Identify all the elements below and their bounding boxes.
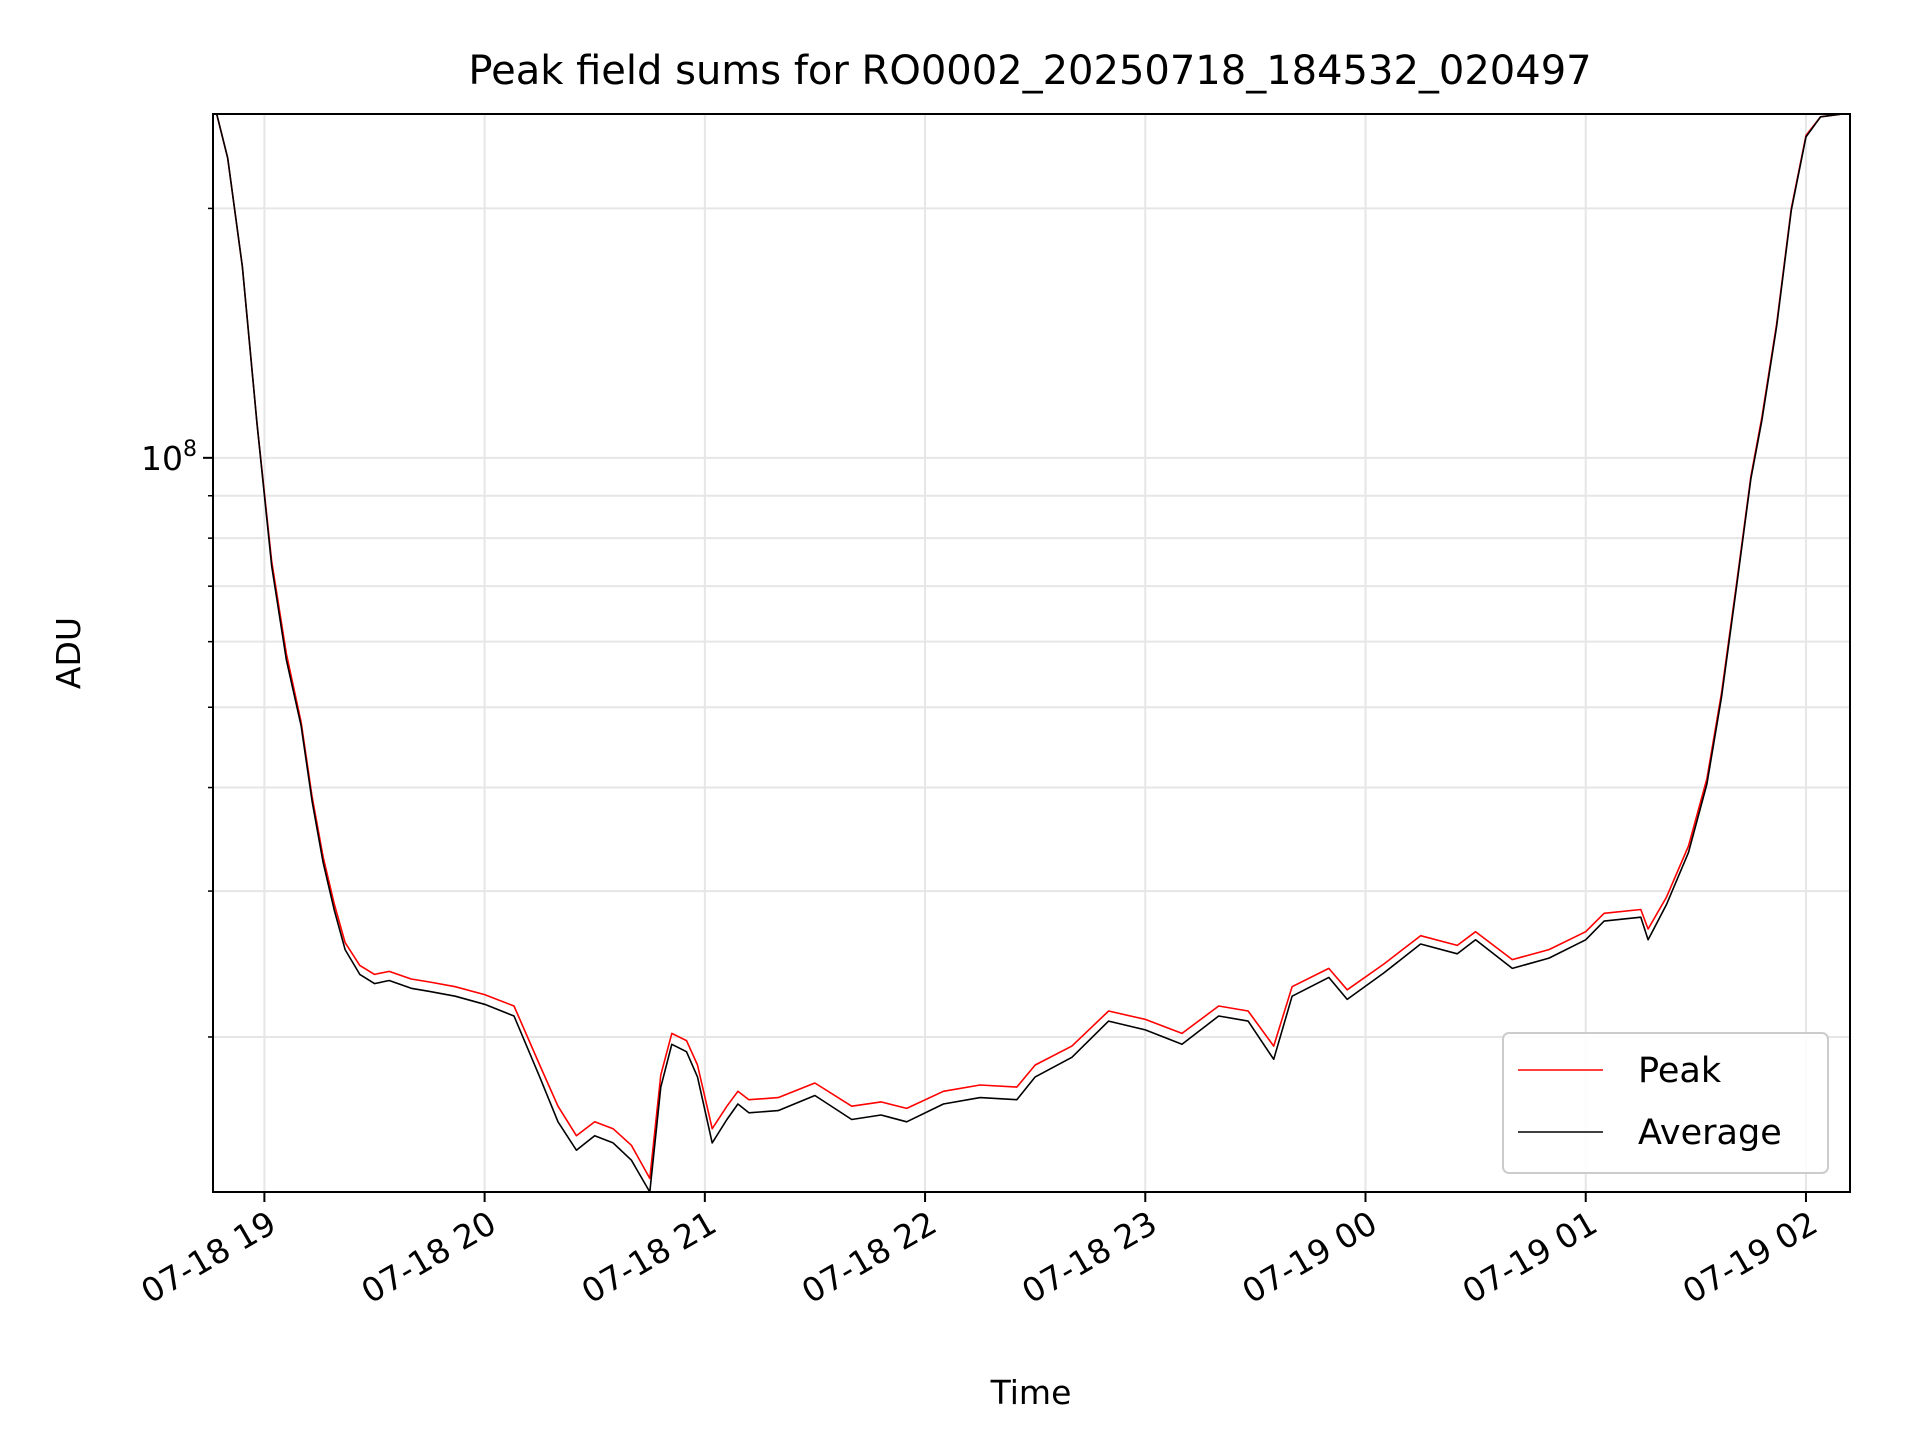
y-axis-ticks: 108 — [141, 207, 213, 1038]
x-axis-label: Time — [990, 1373, 1072, 1412]
legend-box — [1502, 1032, 1829, 1174]
legend-label-average: Average — [1638, 1113, 1782, 1153]
series-line-average — [215, 113, 1843, 1193]
plot-frame — [212, 113, 1851, 1193]
grid-layer — [213, 114, 1850, 1192]
legend: Peak Average — [1502, 1032, 1829, 1174]
legend-label-peak: Peak — [1638, 1051, 1722, 1091]
y-axis-label: ADU — [49, 617, 88, 689]
y-tick-label: 108 — [141, 437, 197, 478]
series-line-peak — [215, 113, 1843, 1180]
series-layer — [215, 113, 1843, 1193]
chart-title: Peak field sums for RO0002_20250718_1845… — [468, 48, 1591, 94]
